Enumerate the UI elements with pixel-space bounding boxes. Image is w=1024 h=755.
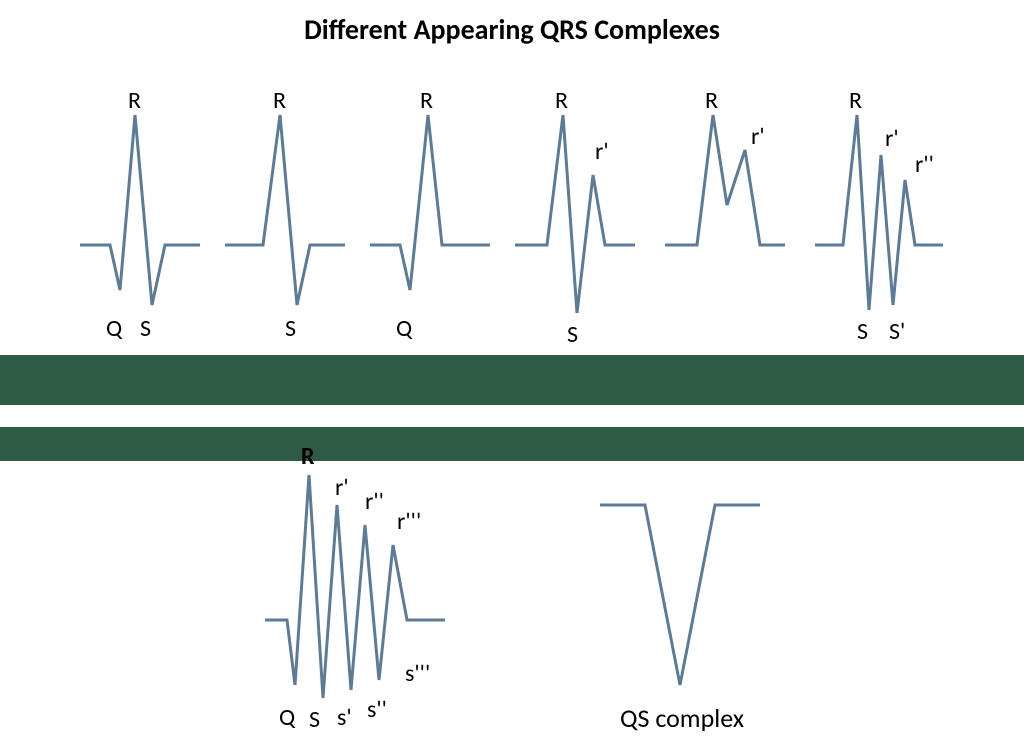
page-title: Different Appearing QRS Complexes: [0, 12, 1024, 47]
wave-label: s'': [367, 698, 387, 722]
wave-label: S: [140, 317, 151, 341]
top-panel-5: Rr'r''SS': [815, 95, 955, 355]
top-panel-2: RQ: [370, 95, 510, 355]
separator-band-1: [0, 405, 1024, 427]
wave-label: QS complex: [620, 705, 744, 731]
wave-label: R: [555, 89, 568, 113]
wave-label: Q: [106, 317, 122, 341]
wave-label: r': [751, 125, 765, 149]
wave-label: Q: [396, 317, 412, 341]
qrs-waveform: [515, 95, 655, 355]
wave-label: s''': [405, 662, 430, 686]
wave-label: r': [335, 476, 349, 500]
bottom-panel-0: Rr'r''r'''QSs's''s''': [265, 450, 495, 730]
wave-label: S: [309, 708, 320, 732]
wave-label: R: [849, 89, 862, 113]
wave-label: R: [273, 89, 286, 113]
wave-label: r'': [365, 490, 384, 514]
wave-label: R: [420, 89, 433, 113]
top-panel-4: Rr': [665, 95, 805, 355]
wave-label: R: [128, 89, 141, 113]
wave-label: Q: [279, 706, 295, 730]
top-panel-3: Rr'S: [515, 95, 655, 355]
qrs-waveform: [370, 95, 510, 355]
qrs-waveform: [665, 95, 805, 355]
wave-label: R: [705, 89, 718, 113]
wave-label: r'': [915, 153, 934, 177]
separator-band-2: [0, 427, 1024, 461]
top-panel-1: RS: [225, 95, 365, 355]
wave-label: S: [857, 320, 868, 344]
wave-label: r': [595, 140, 609, 164]
separator-band-0: [0, 355, 1024, 405]
qrs-waveform: [600, 475, 800, 735]
wave-label: S: [567, 323, 578, 347]
wave-label: S': [889, 320, 905, 344]
top-panel-0: RQS: [80, 95, 220, 355]
bottom-panel-1: QS complex: [600, 475, 800, 735]
wave-label: r''': [397, 510, 421, 534]
wave-label: R: [301, 445, 315, 469]
wave-label: s': [337, 706, 352, 730]
wave-label: r': [885, 127, 899, 151]
wave-label: S: [285, 317, 296, 341]
